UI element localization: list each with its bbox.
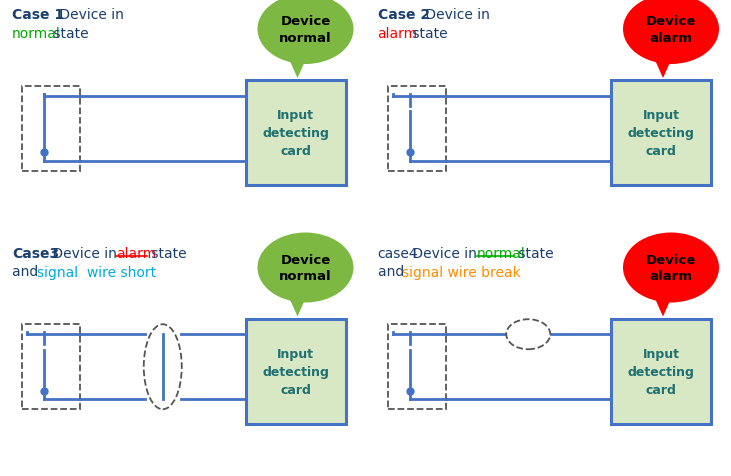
Text: Input
detecting
card: Input detecting card bbox=[262, 109, 329, 158]
Bar bbox=[387, 325, 445, 409]
Polygon shape bbox=[289, 61, 306, 79]
Ellipse shape bbox=[623, 233, 719, 303]
Text: alarm: alarm bbox=[377, 27, 417, 41]
Polygon shape bbox=[655, 299, 671, 317]
Polygon shape bbox=[289, 299, 306, 317]
Text: Case 2: Case 2 bbox=[377, 8, 430, 22]
Text: Device in: Device in bbox=[409, 246, 482, 260]
Bar bbox=[22, 87, 80, 171]
Text: Device
alarm: Device alarm bbox=[646, 15, 696, 45]
Text: Device
alarm: Device alarm bbox=[646, 253, 696, 283]
Text: Input
detecting
card: Input detecting card bbox=[627, 109, 694, 158]
Text: Device in: Device in bbox=[421, 8, 490, 22]
Text: signal wire break: signal wire break bbox=[402, 265, 521, 279]
Text: state: state bbox=[49, 27, 89, 41]
Text: alarm: alarm bbox=[116, 246, 156, 260]
Polygon shape bbox=[655, 61, 671, 79]
Bar bbox=[387, 87, 445, 171]
Text: normal: normal bbox=[12, 27, 61, 41]
Text: Device in: Device in bbox=[56, 8, 124, 22]
Text: state: state bbox=[409, 27, 448, 41]
Text: signal  wire short: signal wire short bbox=[37, 265, 156, 279]
Ellipse shape bbox=[257, 233, 354, 303]
Text: normal: normal bbox=[477, 246, 526, 260]
Text: and: and bbox=[377, 265, 408, 279]
Text: case4: case4 bbox=[377, 246, 418, 260]
Ellipse shape bbox=[623, 0, 719, 65]
Text: Case3: Case3 bbox=[12, 246, 59, 260]
FancyBboxPatch shape bbox=[246, 319, 346, 424]
Text: Input
detecting
card: Input detecting card bbox=[627, 347, 694, 396]
Text: Device
normal: Device normal bbox=[279, 15, 332, 45]
Text: state: state bbox=[147, 246, 187, 260]
Ellipse shape bbox=[257, 0, 354, 65]
FancyBboxPatch shape bbox=[611, 319, 711, 424]
Text: Case 1: Case 1 bbox=[12, 8, 64, 22]
Text: and: and bbox=[12, 265, 42, 279]
Text: Input
detecting
card: Input detecting card bbox=[262, 347, 329, 396]
Ellipse shape bbox=[507, 319, 550, 349]
Bar bbox=[22, 325, 80, 409]
Text: state: state bbox=[514, 246, 553, 260]
FancyBboxPatch shape bbox=[246, 81, 346, 186]
FancyBboxPatch shape bbox=[611, 81, 711, 186]
Text: Device
normal: Device normal bbox=[279, 253, 332, 283]
Text: Device in: Device in bbox=[48, 246, 121, 260]
